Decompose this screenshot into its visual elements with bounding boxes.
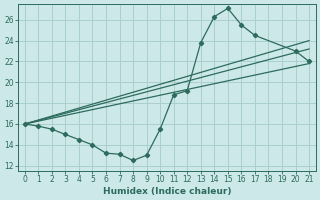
X-axis label: Humidex (Indice chaleur): Humidex (Indice chaleur) xyxy=(103,187,231,196)
